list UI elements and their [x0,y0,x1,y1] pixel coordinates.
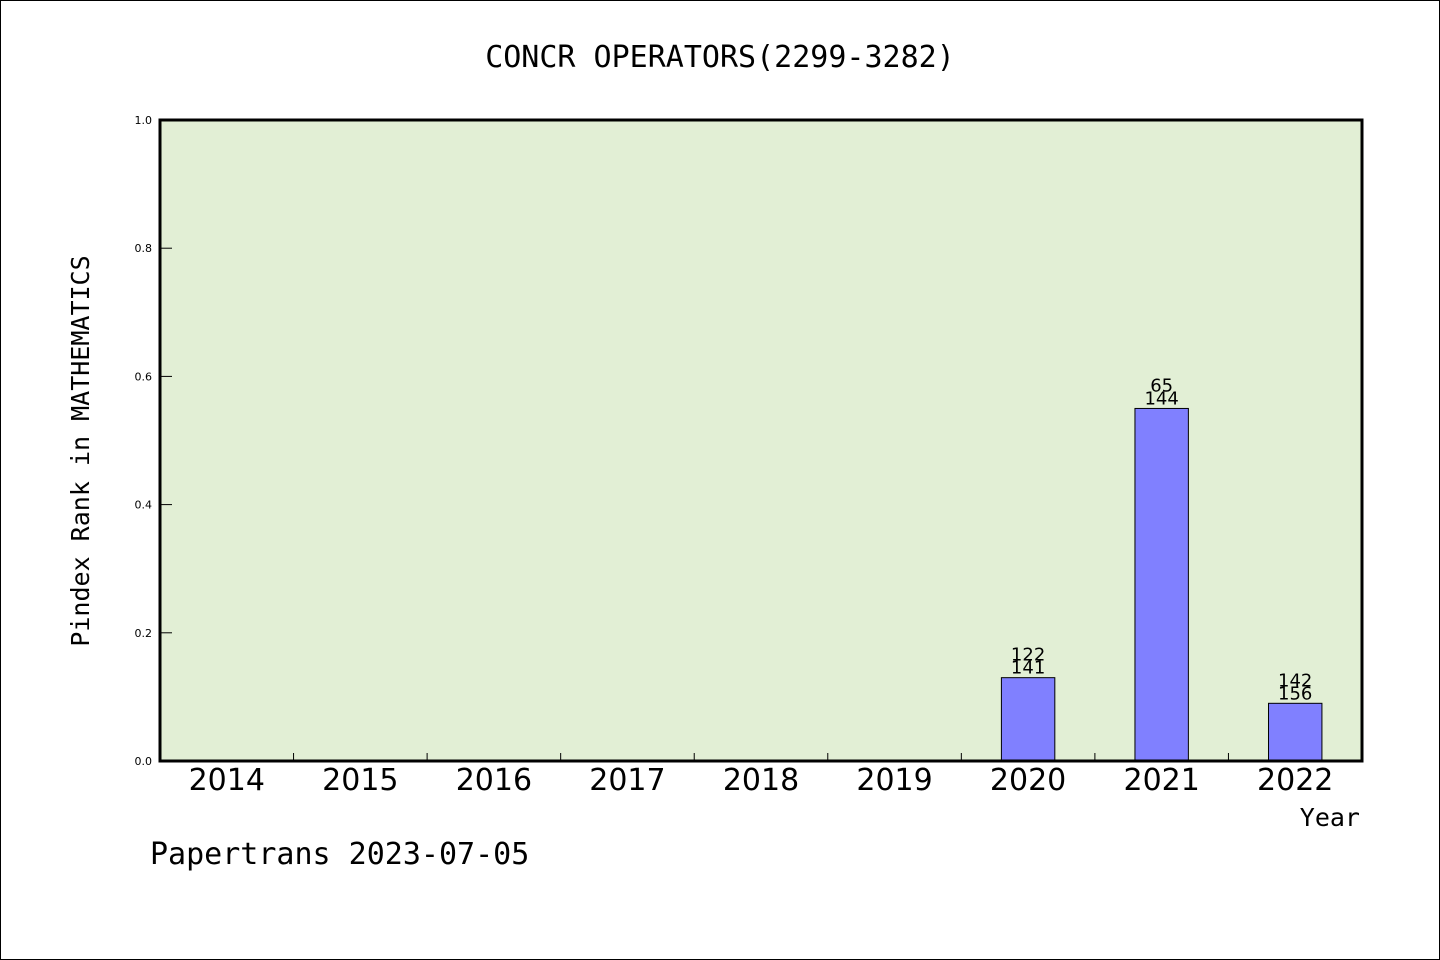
footer-credit: Papertrans 2023-07-05 [150,837,529,872]
x-tick-label: 2020 [990,763,1066,798]
chart-title: CONCR OPERATORS(2299-3282) [485,40,955,75]
x-tick-label: 2021 [1123,763,1199,798]
bar-2022 [1268,702,1323,762]
y-tick-label: 0.6 [135,370,153,383]
y-tick-label: 0.4 [135,499,153,512]
bar-2020 [1000,677,1056,762]
bar-value-label: 144 [1144,388,1178,409]
bar-value-label: 122 [1011,645,1045,666]
bar-value-label: 65 [1150,375,1173,396]
bar-2021 [1134,407,1189,762]
y-tick-label: 0.8 [135,242,153,255]
bar-value-label: 142 [1278,670,1312,691]
bar-value-label: 156 [1278,683,1312,704]
y-axis-label: Pindex Rank in MATHEMATICS [66,255,95,646]
bar-value-label: 141 [1011,658,1045,679]
y-tick-label: 0.2 [135,627,153,640]
x-tick-label: 2019 [856,763,932,798]
x-axis-label: Year [1300,803,1360,832]
x-tick-label: 2016 [456,763,532,798]
y-tick-label: 1.0 [135,114,153,127]
x-tick-label: 2017 [589,763,665,798]
plot-border [158,118,1364,763]
x-axis-ticks: 2014 2015 2016 2017 2018 2019 2020 2021 2022 [189,753,1333,798]
x-tick-label: 2022 [1257,763,1333,798]
y-tick-label: 0.0 [135,755,153,768]
x-tick-label: 2015 [322,763,398,798]
x-tick-label: 2014 [189,763,265,798]
x-tick-label: 2018 [723,763,799,798]
bars [1000,407,1323,762]
